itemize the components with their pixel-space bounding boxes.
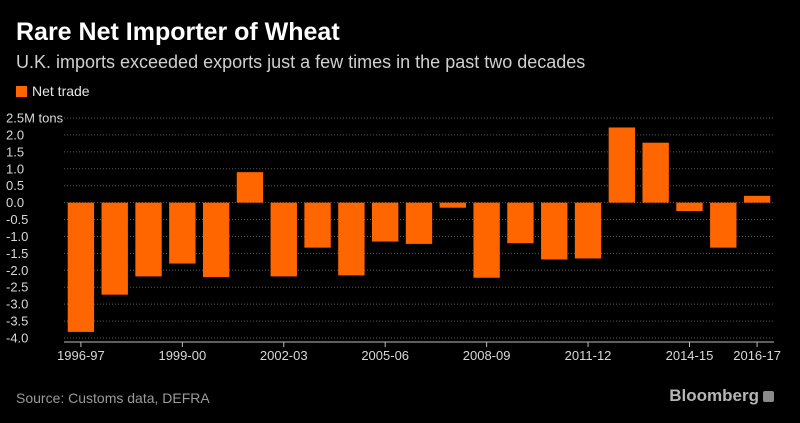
bar <box>676 202 703 212</box>
source-note: Source: Customs data, DEFRA <box>16 390 210 406</box>
bar <box>473 202 500 278</box>
y-tick-label: -4.0 <box>6 331 28 346</box>
y-tick-label: 2.0 <box>6 127 24 142</box>
chart-subtitle: U.K. imports exceeded exports just a few… <box>16 52 586 72</box>
y-tick-label: -3.5 <box>6 314 28 329</box>
y-tick-label: -1.0 <box>6 229 28 244</box>
brand-logo: Bloomberg <box>669 386 774 406</box>
bar <box>574 202 602 259</box>
x-tick-label: 2008-09 <box>463 348 511 363</box>
bar <box>338 202 365 276</box>
x-tick-label: 2016-17 <box>733 348 781 363</box>
bar <box>507 202 534 244</box>
bar <box>202 202 230 278</box>
x-tick-label: 2014-15 <box>666 348 714 363</box>
legend: Net trade <box>16 83 90 99</box>
bar <box>743 195 771 203</box>
x-tick-label: 1999-00 <box>158 348 206 363</box>
y-tick-label: -2.5 <box>6 280 28 295</box>
legend-swatch <box>16 85 27 97</box>
bar <box>439 202 466 208</box>
bar <box>236 172 264 203</box>
y-tick-label: -3.0 <box>6 297 28 312</box>
y-tick-label: 1.0 <box>6 161 24 176</box>
y-tick-label: 1.5 <box>6 144 24 159</box>
bar <box>608 127 636 203</box>
brand-icon <box>763 390 774 402</box>
bar <box>710 202 737 248</box>
y-tick-label: 0.5 <box>6 178 24 193</box>
y-tick-label: -0.5 <box>6 212 28 227</box>
legend-label: Net trade <box>32 83 90 99</box>
y-tick-label: -2.0 <box>6 263 28 278</box>
x-tick-label: 2002-03 <box>260 348 308 363</box>
bar <box>642 142 669 203</box>
bar <box>541 202 568 260</box>
y-tick-label: 2.5M tons <box>6 111 64 126</box>
bar <box>270 202 297 277</box>
chart-title: Rare Net Importer of Wheat <box>16 18 340 46</box>
bar <box>169 202 196 264</box>
bar <box>304 202 331 248</box>
bar <box>372 202 399 242</box>
y-tick-label: -1.5 <box>6 246 28 261</box>
bar <box>135 202 162 277</box>
x-tick-label: 2005-06 <box>361 348 409 363</box>
bar <box>405 202 433 244</box>
brand-name: Bloomberg <box>669 386 759 405</box>
y-tick-label: 0.0 <box>6 195 24 210</box>
bar <box>67 202 95 332</box>
bar <box>101 202 128 295</box>
x-tick-label: 2011-12 <box>565 348 612 363</box>
x-tick-label: 1996-97 <box>57 348 105 363</box>
